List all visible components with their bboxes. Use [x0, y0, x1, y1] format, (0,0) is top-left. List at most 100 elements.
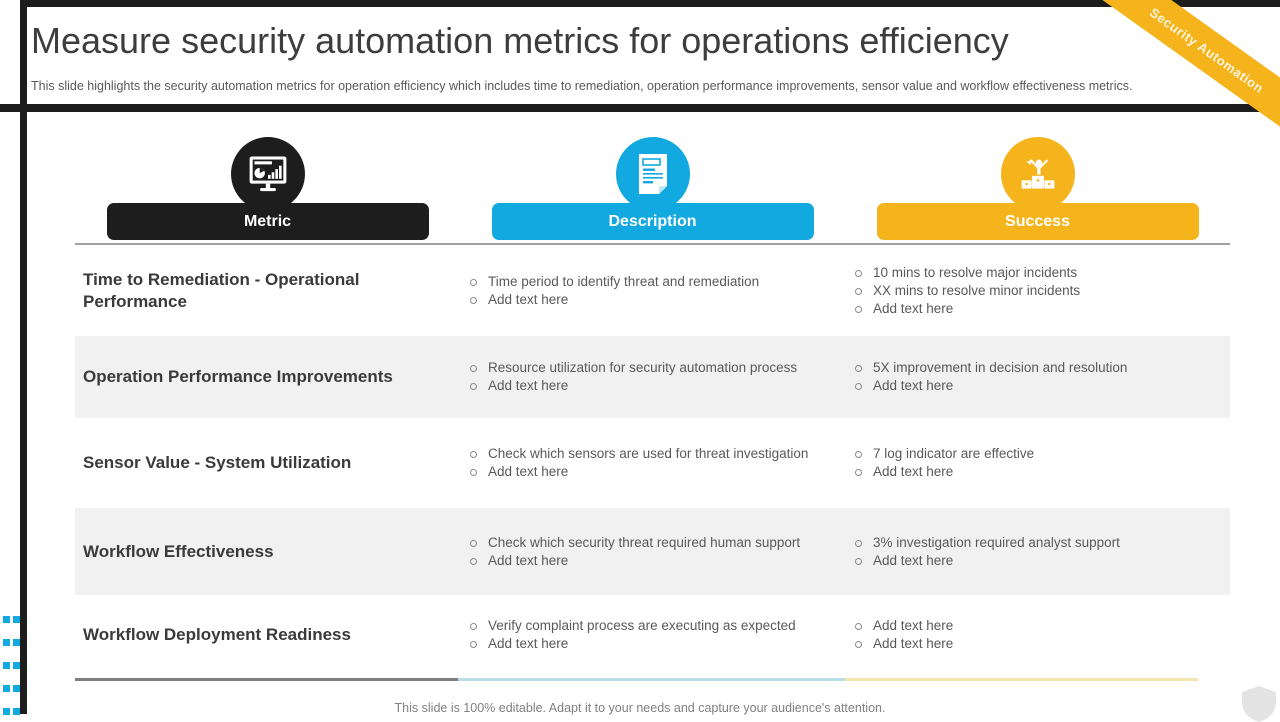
- shield-watermark-icon: [1242, 686, 1276, 722]
- dashboard-monitor-icon: [230, 137, 305, 211]
- column-header-description: Description: [460, 137, 845, 240]
- decor-square: [3, 685, 10, 692]
- decor-square: [13, 616, 20, 623]
- table-row: Workflow Deployment Readiness Verify comp…: [75, 595, 1230, 675]
- bullet-item: XX mins to resolve minor incidents: [855, 282, 1080, 300]
- bullet-text: Add text here: [488, 291, 569, 307]
- bullet-circle-icon: [855, 557, 862, 565]
- description-list: Check which sensors are used for threat …: [460, 445, 808, 481]
- column-headers: Metric Description: [75, 137, 1230, 240]
- page-subtitle: This slide highlights the security autom…: [31, 79, 1133, 93]
- bullet-item: Add text here: [855, 300, 1080, 318]
- bullet-item: Add text here: [470, 291, 759, 309]
- bullet-text: Add text here: [873, 300, 954, 316]
- bullet-item: 5X improvement in decision and resolutio…: [855, 359, 1127, 377]
- bullet-item: 3% investigation required analyst suppor…: [855, 534, 1120, 552]
- bullet-circle-icon: [470, 539, 477, 547]
- frame-top-bar: [20, 0, 1280, 7]
- decor-square: [3, 616, 10, 623]
- bullet-text: Add text here: [488, 464, 569, 479]
- table-body: Time to Remediation - Operational Perfor…: [75, 245, 1230, 675]
- metric-header-button: Metric: [106, 203, 429, 240]
- decor-square: [3, 708, 10, 715]
- metric-title: Workflow Deployment Readiness: [83, 625, 351, 644]
- bullet-item: Add text here: [855, 463, 1034, 481]
- bullet-circle-icon: [470, 641, 477, 648]
- header-divider: [75, 243, 1230, 245]
- bullet-item: Verify complaint process are executing a…: [470, 617, 796, 635]
- bullet-text: Check which sensors are used for threat …: [488, 446, 809, 461]
- success-list: 10 mins to resolve major incidents XX min…: [845, 264, 1080, 318]
- bullet-text: Resource utilization for security automa…: [488, 360, 798, 375]
- bullet-text: Verify complaint process are executing a…: [488, 618, 796, 633]
- bullet-text: 3% investigation required analyst suppor…: [873, 534, 1120, 550]
- bullet-circle-icon: [855, 641, 862, 648]
- bullet-text: XX mins to resolve minor incidents: [873, 282, 1081, 298]
- description-list: Check which security threat required hum…: [460, 534, 800, 570]
- success-list: 7 log indicator are effective Add text he…: [845, 445, 1034, 481]
- bullet-item: 7 log indicator are effective: [855, 445, 1034, 463]
- bottom-divider-gray-segment: [75, 678, 458, 681]
- decor-squares: [3, 616, 20, 715]
- bullet-item: Add text here: [470, 377, 797, 395]
- metric-title: Workflow Effectiveness: [83, 541, 274, 561]
- bullet-circle-icon: [470, 365, 477, 372]
- bullet-circle-icon: [470, 469, 477, 476]
- corner-ribbon: Security Automation: [1093, 0, 1280, 139]
- corner-ribbon-label: Security Automation: [1147, 4, 1267, 96]
- metric-title: Time to Remediation - Operational Perfor…: [83, 269, 360, 311]
- frame-left-bar: [20, 0, 27, 714]
- description-list: Resource utilization for security automa…: [460, 359, 797, 395]
- bullet-item: Time period to identify threat and remed…: [470, 273, 759, 291]
- bullet-text: Add text here: [873, 378, 954, 393]
- bullet-text: Add text here: [488, 552, 569, 568]
- bullet-text: Add text here: [488, 378, 569, 393]
- bullet-circle-icon: [855, 451, 862, 458]
- bullet-item: Resource utilization for security automa…: [470, 359, 797, 377]
- bullet-text: 5X improvement in decision and resolutio…: [873, 360, 1128, 375]
- decor-square: [13, 662, 20, 669]
- page-title: Measure security automation metrics for …: [31, 20, 1009, 61]
- bullet-item: Add text here: [855, 617, 953, 635]
- bullet-circle-icon: [470, 278, 477, 286]
- bullet-text: Time period to identify threat and remed…: [488, 273, 760, 289]
- bullet-circle-icon: [855, 305, 862, 313]
- bullet-text: Check which security threat required hum…: [488, 534, 801, 550]
- bullet-circle-icon: [855, 469, 862, 476]
- table-row: Operation Performance Improvements Resour…: [75, 336, 1230, 418]
- bullet-text: Add text here: [873, 618, 954, 633]
- bullet-circle-icon: [855, 539, 862, 547]
- decor-square: [13, 708, 20, 715]
- bullet-circle-icon: [470, 296, 477, 304]
- bullet-circle-icon: [855, 623, 862, 630]
- bullet-item: Add text here: [855, 552, 1120, 570]
- winner-podium-icon: [1000, 137, 1075, 211]
- bullet-circle-icon: [470, 451, 477, 458]
- bullet-circle-icon: [855, 365, 862, 372]
- bullet-item: Check which security threat required hum…: [470, 534, 800, 552]
- bullet-circle-icon: [855, 383, 862, 390]
- metrics-table: Metric Description: [75, 137, 1230, 681]
- decor-square: [3, 639, 10, 646]
- metric-title: Operation Performance Improvements: [83, 367, 393, 386]
- decor-square: [13, 685, 20, 692]
- table-row: Workflow Effectiveness Check which securi…: [75, 508, 1230, 595]
- description-list: Verify complaint process are executing a…: [460, 617, 796, 653]
- bullet-item: Add text here: [855, 635, 953, 653]
- bullet-text: Add text here: [488, 636, 569, 651]
- bullet-text: 10 mins to resolve major incidents: [873, 264, 1078, 280]
- metric-title: Sensor Value - System Utilization: [83, 453, 352, 472]
- bullet-circle-icon: [855, 287, 862, 295]
- bullet-text: Add text here: [873, 464, 954, 479]
- description-list: Time period to identify threat and remed…: [460, 273, 759, 309]
- column-header-success: Success: [845, 137, 1230, 240]
- success-list: Add text here Add text here: [845, 617, 953, 653]
- table-row: Time to Remediation - Operational Perfor…: [75, 245, 1230, 336]
- bullet-circle-icon: [470, 383, 477, 390]
- description-header-button: Description: [491, 203, 814, 240]
- table-row: Sensor Value - System Utilization Check w…: [75, 418, 1230, 508]
- bullet-item: Add text here: [470, 552, 800, 570]
- bullet-item: Add text here: [855, 377, 1127, 395]
- bottom-divider: [75, 678, 1230, 681]
